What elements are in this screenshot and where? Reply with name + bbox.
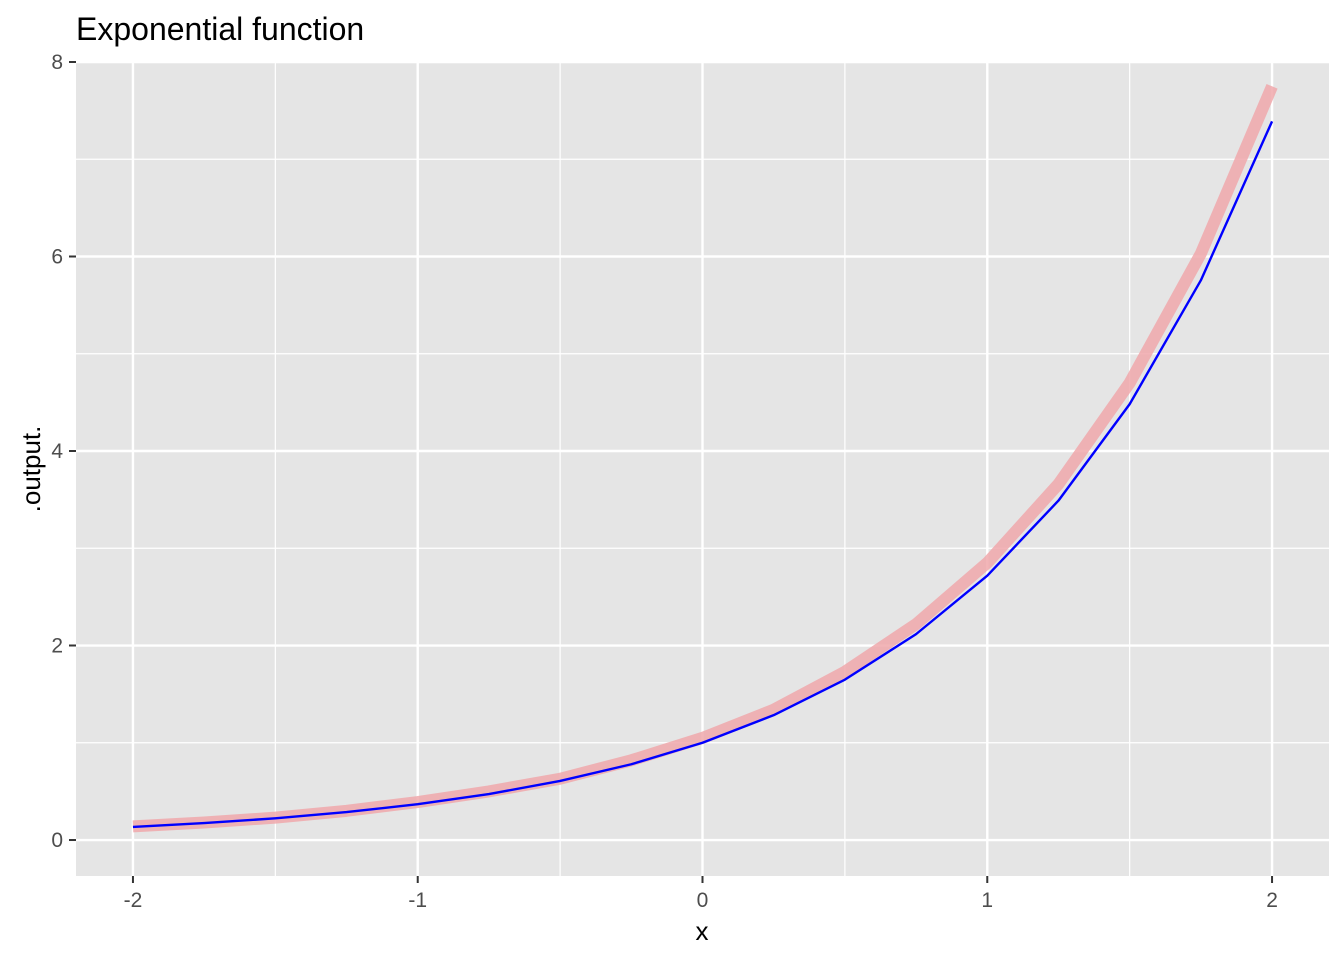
- x-tick-label: 2: [1266, 889, 1278, 912]
- y-axis: 0 2 4 6 8: [51, 51, 76, 852]
- x-tick-label: -1: [408, 889, 427, 912]
- y-tick-label: 6: [51, 246, 63, 269]
- x-tick-label: 0: [697, 889, 709, 912]
- series-line-thin: [132, 120, 1274, 829]
- y-axis-title: .output.: [16, 426, 46, 513]
- y-tick-label: 2: [51, 635, 63, 658]
- x-axis: -2 -1 0 1 2: [124, 876, 1278, 912]
- y-tick-label: 0: [51, 829, 63, 852]
- x-axis-title: x: [696, 916, 709, 946]
- y-tick-label: 4: [51, 440, 63, 463]
- series-layer: [132, 83, 1278, 833]
- x-tick-label: -2: [124, 889, 143, 912]
- chart-title: Exponential function: [76, 11, 364, 47]
- y-tick-label: 8: [51, 51, 63, 74]
- x-tick-label: 1: [981, 889, 993, 912]
